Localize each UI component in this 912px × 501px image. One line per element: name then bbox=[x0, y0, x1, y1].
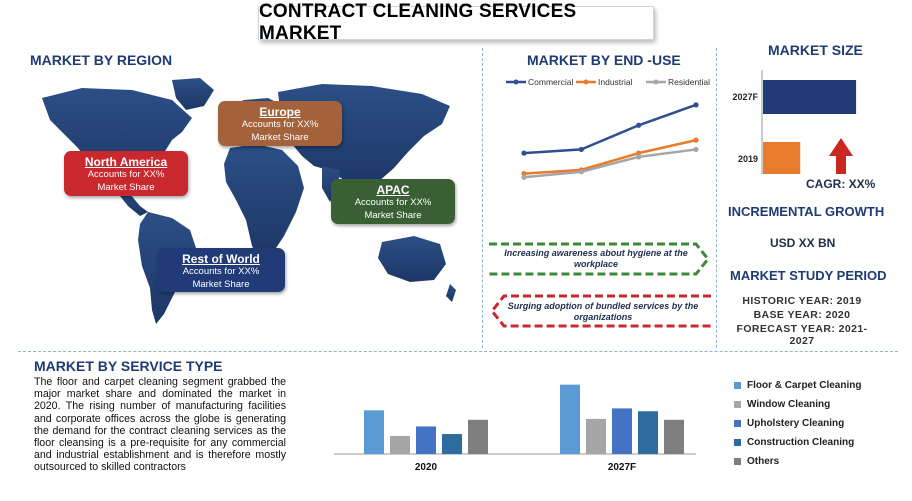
service-category-label: 2027F bbox=[608, 462, 636, 473]
base-year: BASE YEAR: 2020 bbox=[753, 309, 851, 321]
incremental-growth-value: USD XX BN bbox=[770, 236, 836, 250]
point-industrial-3 bbox=[693, 137, 699, 143]
section-size-heading: MARKET SIZE bbox=[768, 42, 863, 58]
series-line-commercial bbox=[523, 103, 697, 155]
point-industrial-0 bbox=[521, 170, 527, 177]
region-card-rest-of-world: Rest of World Accounts for XX% Market Sh… bbox=[157, 248, 285, 292]
point-commercial-3 bbox=[693, 102, 699, 108]
point-residential-1 bbox=[578, 169, 584, 175]
legend-item: Construction Cleaning bbox=[734, 433, 861, 452]
region-name: North America bbox=[84, 155, 168, 169]
region-share: Accounts for XX% Market Share bbox=[354, 197, 432, 221]
legend-item: Others bbox=[734, 452, 861, 471]
service-bar-2020-2 bbox=[416, 426, 436, 454]
size-label-2027f: 2027F bbox=[732, 92, 758, 102]
service-legend: Floor & Carpet Cleaning Window Cleaning Up… bbox=[734, 376, 861, 471]
legend-item-industrial: Industrial bbox=[576, 77, 633, 87]
legend-item-residential: Residential bbox=[646, 77, 710, 87]
service-bar-2027f-1 bbox=[586, 418, 606, 454]
section-enduse-heading: MARKET BY END -USE bbox=[527, 52, 681, 68]
legend-label: Construction Cleaning bbox=[747, 437, 855, 448]
legend-item: Floor & Carpet Cleaning bbox=[734, 376, 861, 395]
divider-vertical-2 bbox=[716, 48, 717, 348]
legend-swatch bbox=[734, 439, 741, 446]
point-residential-3 bbox=[693, 146, 699, 153]
legend-item-commercial: Commercial bbox=[506, 77, 573, 87]
region-share: Accounts for XX% Market Share bbox=[87, 169, 165, 193]
driver-hygiene-text: Increasing awareness about hygiene at th… bbox=[504, 248, 688, 269]
size-label-2019: 2019 bbox=[738, 154, 758, 164]
legend-label: Floor & Carpet Cleaning bbox=[747, 380, 862, 391]
service-bar-2027f-3 bbox=[638, 411, 658, 454]
size-bar-2027f bbox=[763, 80, 857, 114]
region-share: Accounts for XX% Market Share bbox=[182, 266, 260, 290]
page-title: CONTRACT CLEANING SERVICES MARKET bbox=[259, 1, 577, 44]
point-commercial-2 bbox=[636, 122, 642, 128]
region-name: APAC bbox=[376, 183, 410, 197]
service-bar-2020-4 bbox=[468, 419, 488, 454]
point-residential-0 bbox=[521, 174, 527, 180]
region-name: Rest of World bbox=[182, 252, 260, 266]
service-category-label: 2020 bbox=[415, 462, 438, 473]
cagr-label: CAGR: XX% bbox=[806, 177, 876, 191]
region-card-north-america: North America Accounts for XX% Market Sh… bbox=[64, 151, 188, 196]
region-card-europe: Europe Accounts for XX% Market Share bbox=[218, 101, 342, 146]
point-industrial-2 bbox=[636, 150, 642, 156]
historic-year: HISTORIC YEAR: 2019 bbox=[742, 295, 862, 307]
divider-vertical-1 bbox=[482, 48, 483, 348]
legend-swatch bbox=[734, 458, 741, 465]
service-bar-2027f-0 bbox=[560, 384, 580, 454]
service-description: The floor and carpet cleaning segment gr… bbox=[34, 376, 286, 474]
point-commercial-1 bbox=[578, 146, 584, 153]
service-bar-2020-0 bbox=[364, 410, 384, 454]
market-size-chart: 2027F 2019 bbox=[732, 70, 857, 174]
service-bar-2020-3 bbox=[442, 434, 462, 454]
legend-swatch bbox=[734, 401, 741, 408]
driver-arrow-left bbox=[490, 294, 711, 328]
growth-arrow-icon bbox=[829, 138, 853, 174]
point-commercial-0 bbox=[521, 150, 527, 156]
service-bar-2027f-2 bbox=[612, 408, 632, 454]
legend-item: Upholstery Cleaning bbox=[734, 414, 861, 433]
divider-horizontal bbox=[18, 351, 898, 352]
size-bar-2019 bbox=[763, 142, 801, 174]
svg-text:Commercial: Commercial bbox=[528, 77, 573, 87]
region-name: Europe bbox=[259, 105, 301, 119]
section-period-heading: MARKET STUDY PERIOD bbox=[730, 268, 887, 283]
section-growth-heading: INCREMENTAL GROWTH bbox=[728, 204, 885, 219]
svg-text:Residential: Residential bbox=[668, 77, 710, 87]
section-service-heading: MARKET BY SERVICE TYPE bbox=[34, 358, 223, 374]
driver-bundled-text: Surging adoption of bundled services by … bbox=[507, 301, 699, 322]
service-bar-2020-1 bbox=[390, 435, 410, 454]
driver-arrow-right bbox=[489, 242, 710, 276]
legend-label: Others bbox=[747, 456, 780, 467]
legend-label: Upholstery Cleaning bbox=[747, 418, 845, 429]
service-bar-2027f-4 bbox=[664, 419, 684, 454]
region-card-apac: APAC Accounts for XX% Market Share bbox=[331, 179, 455, 224]
page-title-box: CONTRACT CLEANING SERVICES MARKET bbox=[258, 1, 654, 44]
enduse-line-chart: Commercial Industrial Residential bbox=[506, 77, 710, 180]
region-share: Accounts for XX% Market Share bbox=[241, 119, 319, 143]
section-region-heading: MARKET BY REGION bbox=[30, 52, 173, 68]
enduse-legend: Commercial Industrial Residential bbox=[506, 77, 710, 87]
forecast-year: FORECAST YEAR: 2021-2027 bbox=[736, 323, 868, 347]
svg-text:Industrial: Industrial bbox=[598, 77, 633, 87]
legend-label: Window Cleaning bbox=[747, 399, 831, 410]
service-bar-chart: 2020 2027F bbox=[334, 384, 696, 473]
point-residential-2 bbox=[636, 154, 642, 160]
legend-swatch bbox=[734, 382, 741, 389]
enduse-series-lines bbox=[521, 102, 699, 180]
legend-swatch bbox=[734, 420, 741, 427]
legend-item: Window Cleaning bbox=[734, 395, 861, 414]
series-line-residential bbox=[523, 148, 697, 179]
series-line-industrial bbox=[523, 138, 697, 175]
